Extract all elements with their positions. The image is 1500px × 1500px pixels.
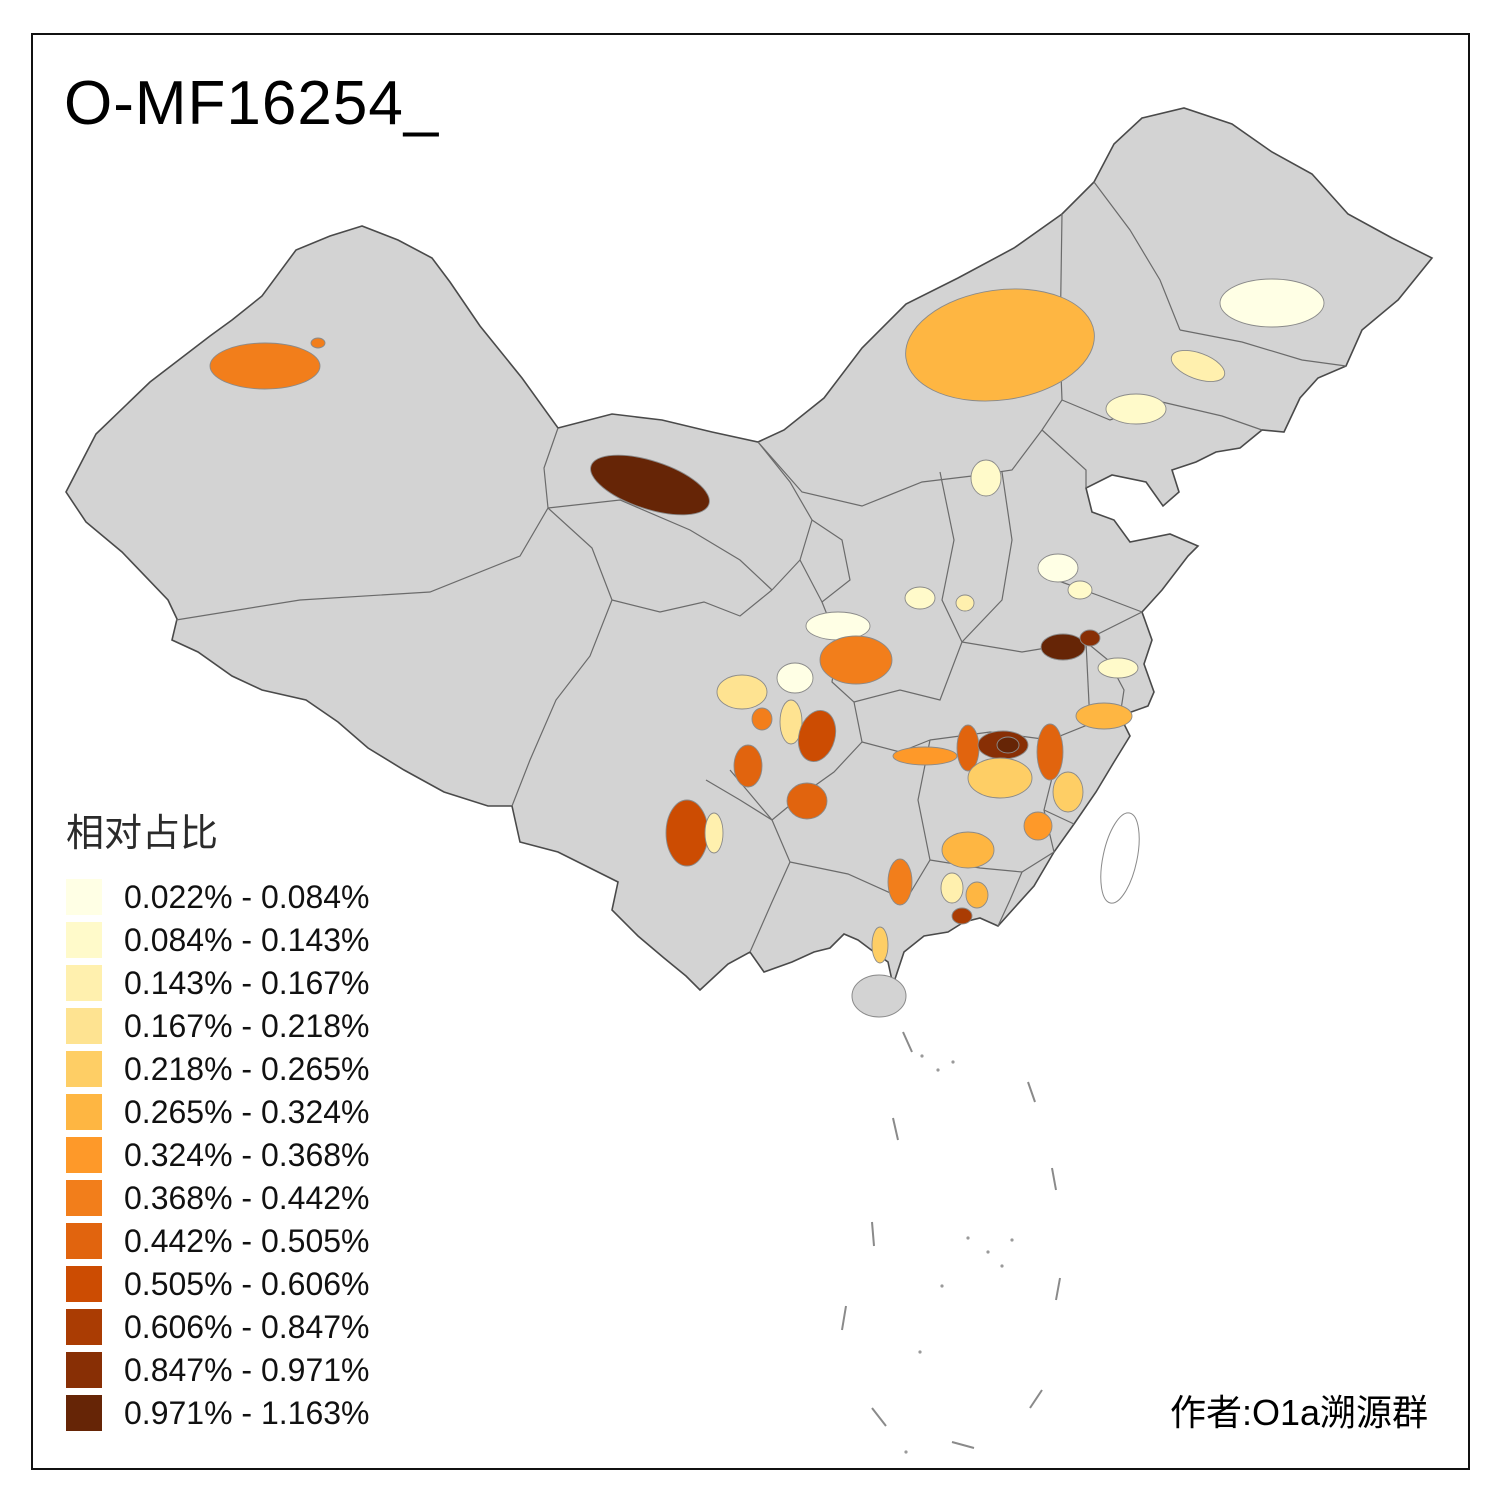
region-kashgar-dot: [310, 337, 326, 349]
region-shanxi-south: [904, 586, 936, 610]
legend-swatch: [66, 1223, 102, 1259]
region-leizhou-light: [871, 926, 889, 964]
legend-swatch: [66, 1352, 102, 1388]
taiwan-island: [1100, 812, 1140, 904]
legend-item: 0.022% - 0.084%: [66, 879, 370, 915]
legend-swatch: [66, 879, 102, 915]
legend-item: 0.442% - 0.505%: [66, 1223, 370, 1259]
legend-range-label: 0.368% - 0.442%: [124, 1179, 370, 1216]
region-jiangxi-central-light: [1052, 771, 1084, 813]
legend-range-label: 0.167% - 0.218%: [124, 1007, 370, 1044]
south-china-sea-dashes: [841, 1031, 1061, 1454]
region-heilongjiang-east: [1219, 278, 1325, 328]
legend-swatch: [66, 1266, 102, 1302]
legend-item: 0.324% - 0.368%: [66, 1137, 370, 1173]
region-sichuan-west-cream: [716, 674, 768, 710]
legend-swatch: [66, 1180, 102, 1216]
region-sichuan-east-orange: [751, 707, 773, 731]
region-jilin-central: [1170, 350, 1226, 382]
region-guangxi-east: [887, 858, 913, 906]
region-henan-north: [1037, 553, 1079, 583]
legend-range-label: 0.442% - 0.505%: [124, 1222, 370, 1259]
region-hubei-central-dark: [1040, 633, 1086, 661]
legend-swatch: [66, 1309, 102, 1345]
region-kashgar: [209, 342, 321, 390]
region-anhui-central: [1097, 657, 1139, 679]
region-pearl-delta-dark: [951, 907, 973, 925]
legend-item: 0.505% - 0.606%: [66, 1266, 370, 1302]
region-guangdong-central-light: [965, 881, 989, 909]
region-jiangxi-west-orange: [1036, 723, 1064, 781]
legend-range-label: 0.606% - 0.847%: [124, 1308, 370, 1345]
legend-item: 0.143% - 0.167%: [66, 965, 370, 1001]
legend-item: 0.218% - 0.265%: [66, 1051, 370, 1087]
legend-swatch: [66, 1008, 102, 1044]
region-guizhou-central: [786, 782, 828, 820]
legend-range-label: 0.218% - 0.265%: [124, 1050, 370, 1087]
region-chongqing: [797, 710, 837, 762]
region-hunan-central-orange: [956, 724, 980, 772]
legend-item: 0.265% - 0.324%: [66, 1094, 370, 1130]
region-hexi-corridor: [590, 454, 710, 516]
legend-title: 相对占比: [66, 813, 219, 855]
region-guangdong-north-pale: [940, 872, 964, 904]
legend-items: 0.022% - 0.084% 0.084% - 0.143% 0.143% -…: [66, 879, 370, 1431]
legend-item: 0.606% - 0.847%: [66, 1309, 370, 1345]
region-jiangsu-south: [1075, 702, 1133, 730]
legend-range-label: 0.265% - 0.324%: [124, 1093, 370, 1130]
legend-range-label: 0.143% - 0.167%: [124, 964, 370, 1001]
region-sichuan-south-pale: [779, 699, 803, 745]
region-liaoning-central: [1105, 393, 1167, 425]
region-fujian-west: [1023, 811, 1053, 841]
legend-item: 0.368% - 0.442%: [66, 1180, 370, 1216]
page-title: O-MF16254_: [64, 69, 440, 138]
region-sichuan-center-pale: [776, 662, 814, 694]
legend-range-label: 0.084% - 0.143%: [124, 921, 370, 958]
legend-swatch: [66, 922, 102, 958]
region-henan-east: [1067, 580, 1093, 600]
legend-item: 0.847% - 0.971%: [66, 1352, 370, 1388]
region-inner-mongolia: [905, 288, 1095, 402]
region-shanxi-central: [970, 459, 1002, 497]
hainan-island: [851, 974, 907, 1018]
legend-range-label: 0.324% - 0.368%: [124, 1136, 370, 1173]
region-yunnan-central-dark: [665, 799, 709, 867]
legend-swatch: [66, 1395, 102, 1431]
legend-swatch: [66, 1051, 102, 1087]
legend-range-label: 0.847% - 0.971%: [124, 1351, 370, 1388]
region-hunan-guangdong-light: [941, 831, 995, 869]
attribution: 作者:O1a溯源群: [1169, 1392, 1428, 1433]
region-hunan-south-light: [967, 757, 1033, 799]
region-sichuan-northeast: [819, 635, 893, 685]
legend-item: 0.167% - 0.218%: [66, 1008, 370, 1044]
legend-range-label: 0.022% - 0.084%: [124, 878, 370, 915]
region-small-pale-central: [955, 594, 975, 612]
legend: 相对占比 0.022% - 0.084% 0.084% - 0.143% 0.1…: [66, 802, 370, 1431]
legend-swatch: [66, 965, 102, 1001]
region-sichuan-south-orange: [733, 744, 763, 788]
choropleth-regions: [209, 278, 1325, 964]
legend-range-label: 0.505% - 0.606%: [124, 1265, 370, 1302]
legend-item: 0.084% - 0.143%: [66, 922, 370, 958]
region-hunan-west-strip: [892, 746, 958, 766]
legend-range-label: 0.971% - 1.163%: [124, 1394, 370, 1431]
legend-swatch: [66, 1137, 102, 1173]
legend-swatch: [66, 1094, 102, 1130]
region-changsha-darkest: [996, 736, 1020, 754]
region-hubei-north-dark: [1079, 629, 1101, 647]
legend-item: 0.971% - 1.163%: [66, 1395, 370, 1431]
region-yunnan-central-cream: [704, 812, 724, 854]
